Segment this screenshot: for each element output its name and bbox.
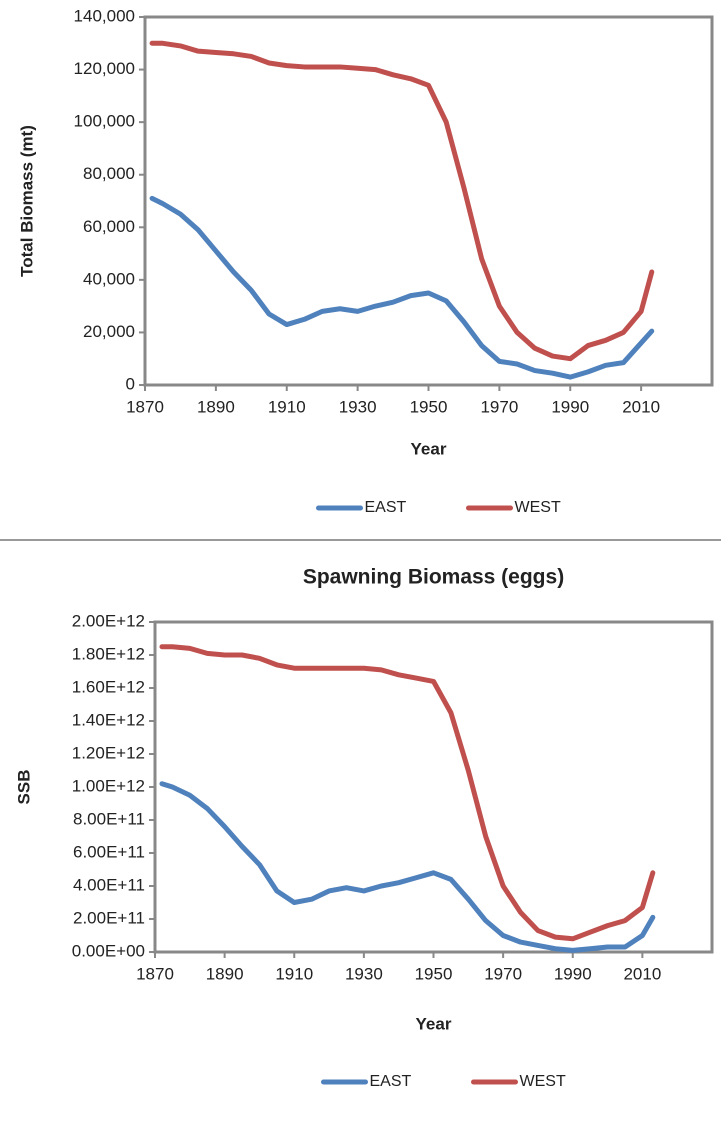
y-tick-label: 6.00E+11: [73, 842, 145, 861]
x-tick-label: 1970: [480, 397, 518, 416]
x-tick-label: 1990: [554, 964, 592, 983]
y-tick-label: 1.40E+12: [72, 710, 145, 729]
y-tick-label: 60,000: [83, 217, 135, 236]
y-tick-label: 100,000: [74, 112, 135, 131]
x-tick-label: 1990: [551, 397, 589, 416]
y-tick-label: 1.20E+12: [72, 743, 145, 762]
legend-label: WEST: [515, 499, 561, 516]
y-tick-label: 1.80E+12: [72, 644, 145, 663]
x-axis-label: Year: [411, 439, 447, 458]
x-tick-label: 1930: [345, 964, 383, 983]
x-tick-label: 1870: [136, 964, 174, 983]
chart-title: Spawning Biomass (eggs): [303, 566, 564, 589]
y-tick-label: 140,000: [74, 6, 135, 25]
y-tick-label: 0: [126, 374, 135, 393]
y-tick-label: 4.00E+11: [73, 875, 145, 894]
y-axis-label: SSB: [14, 770, 33, 805]
x-tick-label: 1950: [410, 397, 448, 416]
series-line: [159, 781, 656, 953]
x-tick-label: 1870: [126, 397, 164, 416]
x-tick-label: 1910: [275, 964, 313, 983]
y-tick-label: 40,000: [83, 269, 135, 288]
y-tick-label: 8.00E+11: [73, 809, 145, 828]
y-tick-label: 1.00E+12: [72, 776, 145, 795]
legend-label: EAST: [370, 1073, 412, 1090]
series-line: [149, 195, 655, 380]
x-tick-label: 2010: [622, 397, 660, 416]
y-tick-label: 120,000: [74, 59, 135, 78]
x-tick-label: 1930: [339, 397, 377, 416]
series-line: [149, 40, 655, 362]
y-tick-label: 0.00E+00: [72, 941, 145, 960]
legend-label: EAST: [365, 499, 407, 516]
plot-frame: [153, 620, 714, 954]
x-tick-label: 1910: [268, 397, 306, 416]
y-axis-label: Total Biomass (mt): [17, 125, 36, 277]
y-tick-label: 80,000: [83, 164, 135, 183]
x-tick-label: 1890: [197, 397, 235, 416]
x-tick-label: 1890: [206, 964, 244, 983]
legend-label: WEST: [520, 1073, 566, 1090]
y-tick-label: 2.00E+11: [73, 908, 145, 927]
x-tick-label: 2010: [623, 964, 661, 983]
y-tick-label: 20,000: [83, 322, 135, 341]
x-axis-label: Year: [416, 1014, 452, 1033]
y-tick-label: 1.60E+12: [72, 677, 145, 696]
y-tick-label: 2.00E+12: [72, 611, 145, 630]
x-tick-label: 1970: [484, 964, 522, 983]
series-line: [159, 644, 656, 942]
x-tick-label: 1950: [415, 964, 453, 983]
